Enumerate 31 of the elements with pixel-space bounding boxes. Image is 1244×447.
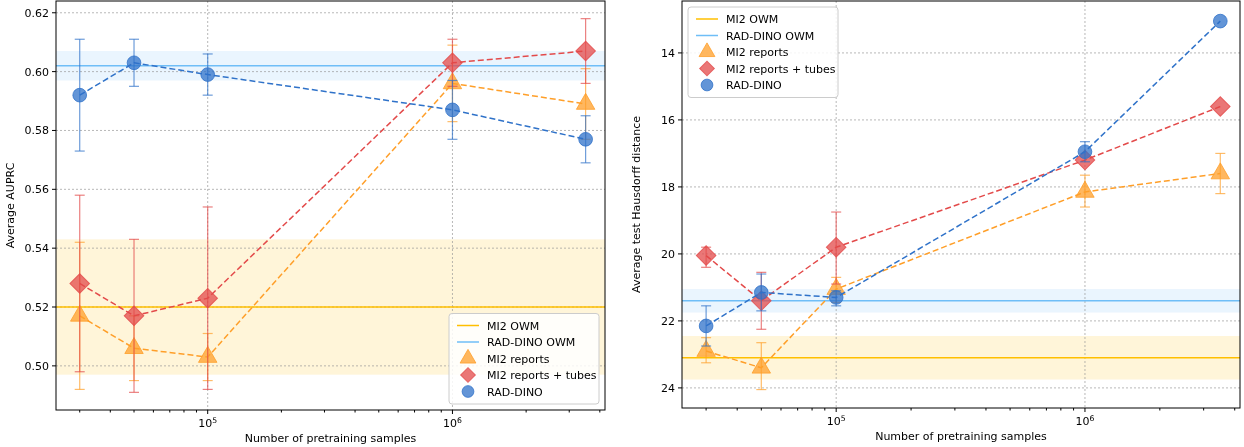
legend-label: MI2 OWM xyxy=(487,319,540,333)
y-axis-title: Average AUPRC xyxy=(4,162,17,249)
y-tick-label: 0.58 xyxy=(24,124,49,138)
y-tick-label: 0.62 xyxy=(24,6,49,20)
legend-label: RAD-DINO OWM xyxy=(487,336,576,349)
legend-label: RAD-DINO xyxy=(726,79,783,92)
x-tick-label: 10$^{5}$ xyxy=(826,413,846,428)
x-tick-label: 10$^{5}$ xyxy=(198,415,218,430)
y-tick-label: 24 xyxy=(661,381,675,395)
legend-label: MI2 reports xyxy=(487,352,550,366)
y-axis-title: Average test Hausdorff distance xyxy=(630,115,643,293)
x-tick-label: 10$^{6}$ xyxy=(443,415,462,430)
y-tick-label: 18 xyxy=(661,180,675,194)
legend-label: MI2 reports + tubes xyxy=(487,369,597,382)
x-axis-title: Number of pretraining samples xyxy=(244,432,417,445)
y-tick-label: 0.56 xyxy=(24,183,49,197)
y-tick-label: 0.60 xyxy=(24,65,49,79)
legend-label: RAD-DINO OWM xyxy=(726,29,815,43)
y-tick-label: 0.50 xyxy=(24,359,49,373)
y-tick-label: 14 xyxy=(661,46,675,60)
y-tick-label: 0.54 xyxy=(24,242,49,256)
x-axis-title: Number of pretraining samples xyxy=(875,430,1048,443)
legend-label: MI2 OWM xyxy=(726,13,779,26)
legend-label: MI2 reports xyxy=(726,46,789,59)
y-tick-label: 22 xyxy=(661,314,675,328)
legend-label: RAD-DINO xyxy=(487,385,544,399)
y-tick-label: 16 xyxy=(661,113,675,127)
legend-label: MI2 reports + tubes xyxy=(726,62,836,76)
x-tick-label: 10$^{6}$ xyxy=(1075,413,1095,428)
y-tick-label: 0.52 xyxy=(24,301,49,315)
y-tick-label: 20 xyxy=(661,247,675,261)
